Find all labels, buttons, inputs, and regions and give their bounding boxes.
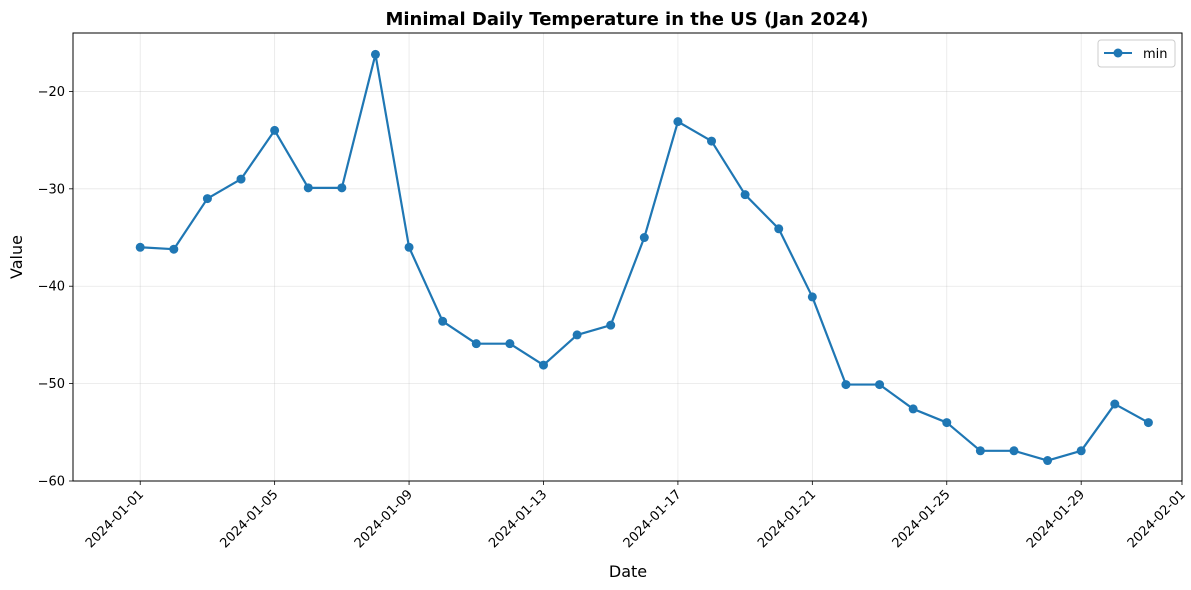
- data-point: [841, 380, 851, 390]
- data-point: [572, 330, 582, 340]
- data-point: [169, 244, 179, 254]
- data-point: [135, 242, 145, 252]
- series-line-min: [140, 53, 1149, 462]
- x-tick-label: 2024-01-01: [83, 487, 147, 551]
- data-point: [370, 49, 380, 59]
- data-point: [673, 117, 683, 127]
- data-point: [505, 339, 515, 349]
- chart-title: Minimal Daily Temperature in the US (Jan…: [385, 9, 868, 30]
- data-point: [1043, 456, 1053, 466]
- data-point: [270, 125, 280, 135]
- data-point: [471, 339, 481, 349]
- data-point: [707, 136, 717, 146]
- data-point: [606, 320, 616, 330]
- legend-marker-swatch: [1113, 48, 1123, 58]
- data-point: [975, 446, 985, 456]
- data-point: [1110, 399, 1120, 409]
- y-tick-label: −40: [38, 280, 65, 295]
- legend: min: [1097, 39, 1176, 68]
- x-tick-label: 2024-01-09: [352, 487, 416, 551]
- data-point: [438, 316, 448, 326]
- data-point: [404, 242, 414, 252]
- legend-box: [1097, 39, 1176, 68]
- y-tick-label: −60: [38, 475, 65, 490]
- series-layer: [135, 49, 1153, 466]
- data-point: [908, 404, 918, 414]
- data-point: [202, 194, 212, 204]
- data-point: [875, 380, 885, 390]
- grid-lines: [73, 33, 1183, 482]
- data-point: [807, 292, 817, 302]
- data-point: [740, 190, 750, 200]
- data-point: [538, 360, 548, 370]
- x-axis-label: Date: [609, 562, 647, 581]
- y-tick-label: −30: [38, 182, 65, 197]
- data-point: [1143, 418, 1153, 428]
- legend-label-min: min: [1143, 47, 1168, 62]
- data-point: [1009, 446, 1019, 456]
- y-axis-label: Value: [7, 235, 26, 279]
- x-tick-label: 2024-01-29: [1024, 487, 1088, 551]
- data-point: [774, 224, 784, 234]
- data-point: [303, 183, 313, 193]
- y-tick-label: −20: [38, 85, 65, 100]
- data-point: [1076, 446, 1086, 456]
- x-tick-label: 2024-02-01: [1125, 487, 1189, 551]
- y-axis-ticks: −60 −50 −40 −30 −20: [38, 85, 73, 490]
- plot-area-frame: [72, 32, 1183, 482]
- y-tick-label: −50: [38, 377, 65, 392]
- x-tick-label: 2024-01-21: [755, 487, 819, 551]
- x-tick-label: 2024-01-13: [486, 487, 550, 551]
- x-tick-label: 2024-01-25: [890, 487, 954, 551]
- data-point: [236, 174, 246, 184]
- data-point: [639, 233, 649, 243]
- x-tick-label: 2024-01-05: [217, 487, 281, 551]
- x-axis-ticks: 2024-01-01 2024-01-05 2024-01-09 2024-01-13…: [83, 481, 1189, 551]
- data-point: [942, 418, 952, 428]
- data-point: [337, 183, 347, 193]
- x-tick-label: 2024-01-17: [621, 487, 685, 551]
